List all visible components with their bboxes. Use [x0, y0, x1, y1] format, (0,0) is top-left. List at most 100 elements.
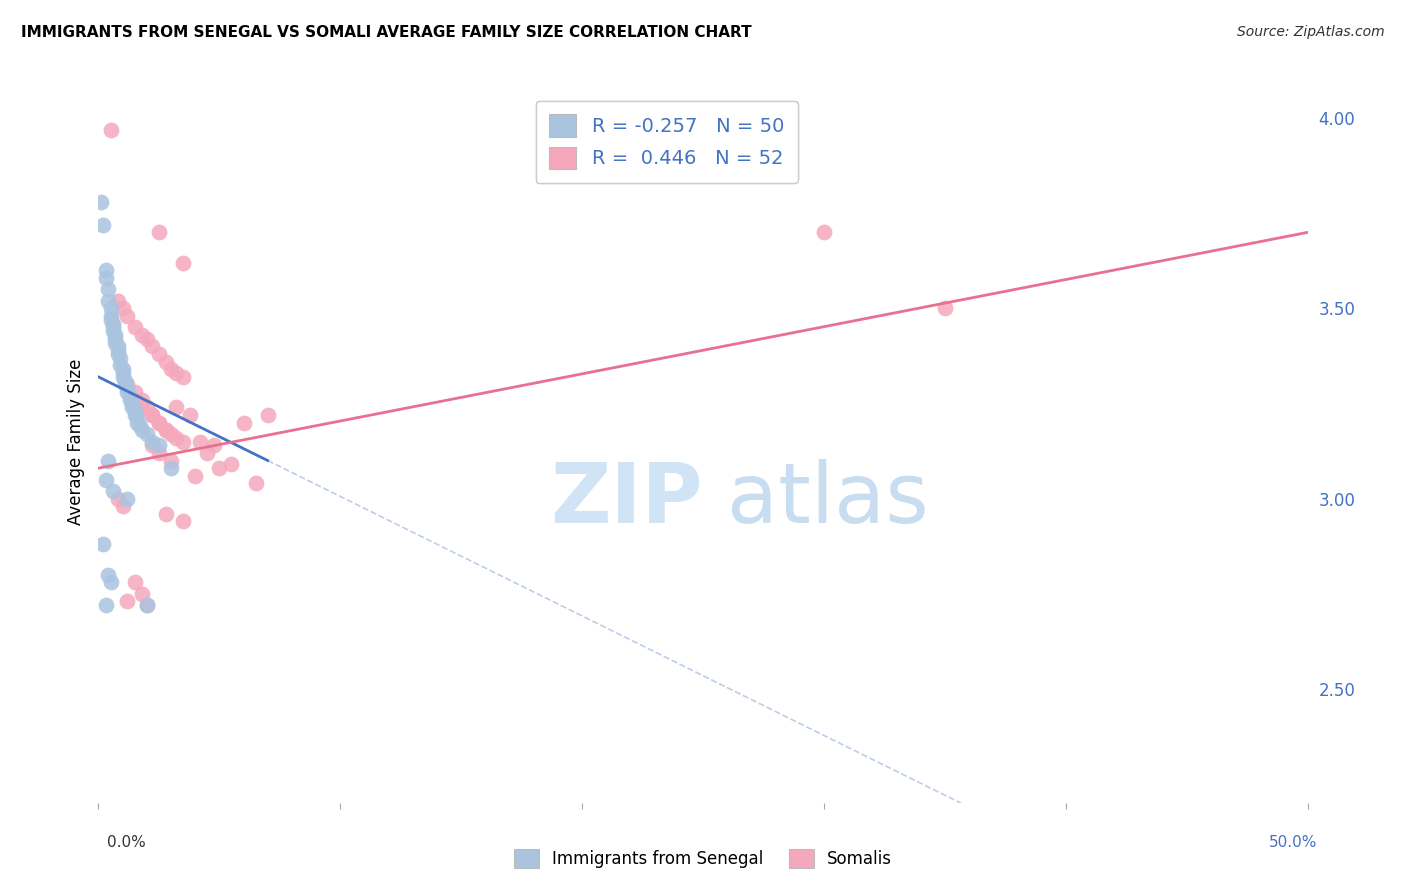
- Point: [155, 354, 177, 368]
- Point: [131, 423, 153, 437]
- Point: [91, 537, 114, 551]
- Point: [121, 401, 143, 415]
- Point: [184, 468, 207, 483]
- Point: [108, 351, 131, 365]
- Point: [97, 293, 120, 308]
- Point: [172, 515, 194, 529]
- Point: [221, 458, 243, 472]
- Point: [101, 317, 124, 331]
- Point: [148, 446, 170, 460]
- Point: [131, 392, 153, 407]
- Point: [135, 598, 157, 612]
- Point: [118, 392, 141, 407]
- Point: [155, 423, 177, 437]
- Point: [131, 328, 153, 343]
- Point: [165, 431, 187, 445]
- Point: [148, 438, 170, 452]
- Point: [141, 438, 163, 452]
- Point: [100, 309, 122, 323]
- Point: [121, 396, 143, 410]
- Point: [111, 301, 134, 316]
- Point: [97, 453, 120, 467]
- Point: [107, 293, 129, 308]
- Point: [204, 438, 226, 452]
- Point: [128, 419, 150, 434]
- Point: [124, 575, 146, 590]
- Point: [179, 408, 201, 422]
- Point: [160, 461, 183, 475]
- Point: [94, 598, 117, 612]
- Point: [148, 416, 170, 430]
- Point: [124, 408, 146, 422]
- Point: [91, 218, 114, 232]
- Point: [111, 362, 134, 376]
- Point: [135, 401, 157, 415]
- Point: [101, 320, 124, 334]
- Point: [135, 426, 157, 441]
- Point: [155, 423, 177, 437]
- Point: [172, 434, 194, 449]
- Point: [188, 434, 211, 449]
- Point: [135, 332, 157, 346]
- Point: [131, 401, 153, 415]
- Text: 0.0%: 0.0%: [107, 836, 146, 850]
- Point: [111, 366, 134, 380]
- Text: atlas: atlas: [727, 458, 929, 540]
- Point: [118, 389, 141, 403]
- Legend: Immigrants from Senegal, Somalis: Immigrants from Senegal, Somalis: [508, 843, 898, 875]
- Point: [141, 408, 163, 422]
- Point: [107, 339, 129, 353]
- Text: Source: ZipAtlas.com: Source: ZipAtlas.com: [1237, 25, 1385, 39]
- Point: [117, 377, 139, 392]
- Point: [124, 385, 146, 400]
- Point: [160, 426, 183, 441]
- Point: [114, 374, 136, 388]
- Point: [111, 370, 134, 384]
- Text: 50.0%: 50.0%: [1270, 836, 1317, 850]
- Point: [101, 483, 124, 498]
- Point: [232, 416, 254, 430]
- Point: [117, 381, 139, 395]
- Point: [245, 476, 267, 491]
- Point: [108, 359, 131, 373]
- Point: [114, 377, 136, 392]
- Point: [100, 301, 122, 316]
- Point: [117, 309, 139, 323]
- Point: [172, 370, 194, 384]
- Point: [104, 328, 127, 343]
- Point: [934, 301, 956, 316]
- Point: [100, 313, 122, 327]
- Point: [208, 461, 231, 475]
- Point: [107, 343, 129, 358]
- Y-axis label: Average Family Size: Average Family Size: [66, 359, 84, 524]
- Point: [117, 594, 139, 608]
- Legend: R = -0.257   N = 50, R =  0.446   N = 52: R = -0.257 N = 50, R = 0.446 N = 52: [536, 101, 799, 183]
- Text: ZIP: ZIP: [551, 458, 703, 540]
- Point: [100, 122, 122, 136]
- Point: [131, 587, 153, 601]
- Point: [104, 332, 127, 346]
- Point: [160, 362, 183, 376]
- Point: [148, 416, 170, 430]
- Point: [124, 320, 146, 334]
- Point: [256, 408, 278, 422]
- Point: [127, 416, 149, 430]
- Point: [124, 404, 146, 418]
- Point: [90, 194, 112, 209]
- Point: [111, 499, 134, 513]
- Point: [127, 411, 149, 425]
- Point: [141, 339, 163, 353]
- Point: [104, 335, 127, 350]
- Point: [94, 271, 117, 285]
- Point: [100, 575, 122, 590]
- Point: [195, 446, 218, 460]
- Point: [165, 366, 187, 380]
- Point: [101, 324, 124, 338]
- Point: [813, 226, 835, 240]
- Point: [148, 226, 170, 240]
- Point: [135, 598, 157, 612]
- Point: [117, 385, 139, 400]
- Text: IMMIGRANTS FROM SENEGAL VS SOMALI AVERAGE FAMILY SIZE CORRELATION CHART: IMMIGRANTS FROM SENEGAL VS SOMALI AVERAG…: [21, 25, 752, 40]
- Point: [155, 507, 177, 521]
- Point: [141, 408, 163, 422]
